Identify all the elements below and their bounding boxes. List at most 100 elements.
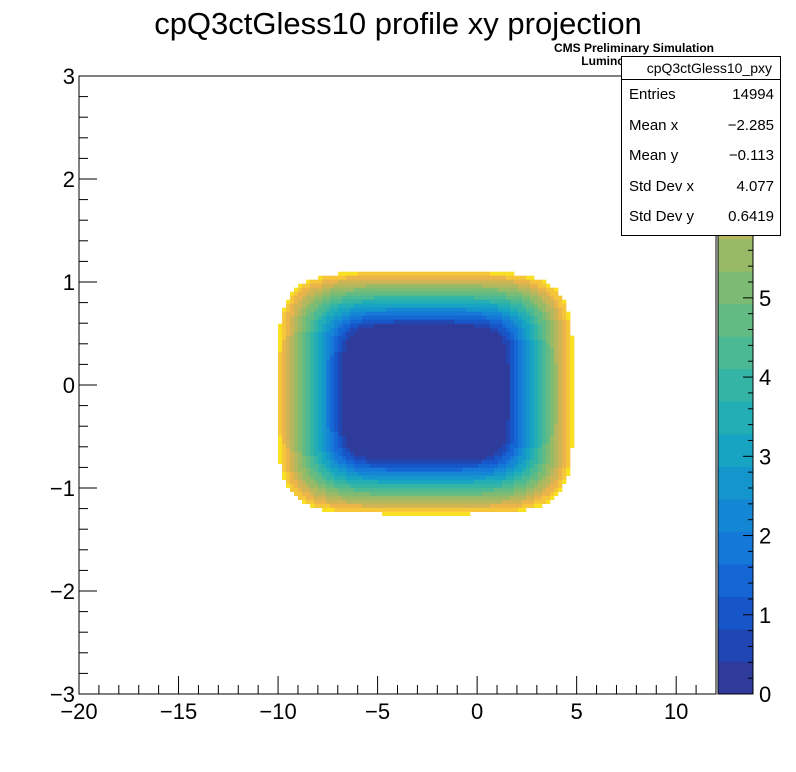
heatmap-cell — [366, 343, 371, 348]
heatmap-cell — [442, 299, 447, 304]
heatmap-cell — [406, 427, 411, 432]
heatmap-cell — [310, 367, 315, 372]
heatmap-cell — [526, 335, 531, 340]
heatmap-cell — [510, 491, 515, 496]
heatmap-cell — [494, 383, 499, 388]
heatmap-cell — [466, 427, 471, 432]
heatmap-cell — [458, 299, 463, 304]
heatmap-cell — [526, 419, 531, 424]
heatmap-cell — [342, 271, 347, 276]
heatmap-cell — [322, 499, 327, 504]
heatmap-cell — [426, 299, 431, 304]
heatmap-cell — [378, 427, 383, 432]
heatmap-cell — [466, 391, 471, 396]
heatmap-cell — [362, 451, 367, 456]
heatmap-cell — [530, 451, 535, 456]
heatmap-cell — [450, 319, 455, 324]
heatmap-cell — [478, 327, 483, 332]
heatmap-cell — [382, 439, 387, 444]
heatmap-cell — [366, 423, 371, 428]
heatmap-cell — [554, 287, 559, 292]
heatmap-cell — [286, 371, 291, 376]
heatmap-cell — [538, 439, 543, 444]
heatmap-cell — [474, 399, 479, 404]
heatmap-cell — [474, 351, 479, 356]
heatmap-cell — [438, 339, 443, 344]
heatmap-cell — [514, 455, 519, 460]
heatmap-cell — [502, 447, 507, 452]
heatmap-cell — [410, 451, 415, 456]
heatmap-cell — [414, 339, 419, 344]
heatmap-cell — [530, 467, 535, 472]
heatmap-cell — [510, 443, 515, 448]
heatmap-cell — [462, 407, 467, 412]
heatmap-cell — [530, 463, 535, 468]
heatmap-cell — [394, 395, 399, 400]
heatmap-cell — [330, 343, 335, 348]
heatmap-cell — [402, 299, 407, 304]
heatmap-cell — [286, 443, 291, 448]
heatmap-cell — [438, 319, 443, 324]
heatmap-cell — [514, 335, 519, 340]
heatmap-cell — [306, 399, 311, 404]
heatmap-cell — [474, 443, 479, 448]
heatmap-cell — [334, 399, 339, 404]
heatmap-cell — [422, 507, 427, 512]
heatmap-cell — [462, 355, 467, 360]
heatmap-cell — [390, 479, 395, 484]
heatmap-cell — [538, 363, 543, 368]
heatmap-cell — [318, 355, 323, 360]
heatmap-cell — [382, 339, 387, 344]
heatmap-cell — [346, 371, 351, 376]
heatmap-cell — [334, 495, 339, 500]
heatmap-cell — [330, 375, 335, 380]
heatmap-cell — [410, 459, 415, 464]
heatmap-cell — [538, 467, 543, 472]
heatmap-cell — [386, 311, 391, 316]
heatmap-cell — [558, 323, 563, 328]
heatmap-cell — [282, 311, 287, 316]
heatmap-cell — [450, 331, 455, 336]
heatmap-cell — [346, 383, 351, 388]
heatmap-cell — [466, 479, 471, 484]
heatmap-cell — [422, 427, 427, 432]
heatmap-cell — [322, 335, 327, 340]
heatmap-cell — [298, 303, 303, 308]
heatmap-cell — [446, 327, 451, 332]
heatmap-cell — [446, 359, 451, 364]
heatmap-cell — [490, 271, 495, 276]
heatmap-cell — [370, 351, 375, 356]
heatmap-cell — [418, 359, 423, 364]
heatmap-cell — [374, 447, 379, 452]
heatmap-cell — [550, 455, 555, 460]
heatmap-cell — [514, 443, 519, 448]
heatmap-cell — [510, 283, 515, 288]
heatmap-cell — [398, 355, 403, 360]
heatmap-cell — [526, 291, 531, 296]
heatmap-cell — [546, 315, 551, 320]
heatmap-cell — [434, 503, 439, 508]
heatmap-cell — [502, 387, 507, 392]
heatmap-cell — [390, 295, 395, 300]
heatmap-cell — [502, 467, 507, 472]
heatmap-cell — [514, 475, 519, 480]
heatmap-cell — [482, 359, 487, 364]
heatmap-cell — [422, 447, 427, 452]
heatmap-cell — [378, 351, 383, 356]
heatmap-cell — [542, 447, 547, 452]
heatmap-cell — [394, 495, 399, 500]
heatmap-cell — [294, 415, 299, 420]
heatmap-cell — [506, 363, 511, 368]
heatmap-cell — [310, 283, 315, 288]
heatmap-cell — [510, 431, 515, 436]
heatmap-cell — [434, 395, 439, 400]
heatmap-cell — [374, 431, 379, 436]
heatmap-cell — [298, 363, 303, 368]
heatmap-cell — [310, 311, 315, 316]
heatmap-cell — [514, 415, 519, 420]
heatmap-cell — [406, 431, 411, 436]
heatmap-cell — [478, 295, 483, 300]
heatmap-cell — [370, 459, 375, 464]
heatmap-cell — [350, 291, 355, 296]
heatmap-cell — [470, 491, 475, 496]
